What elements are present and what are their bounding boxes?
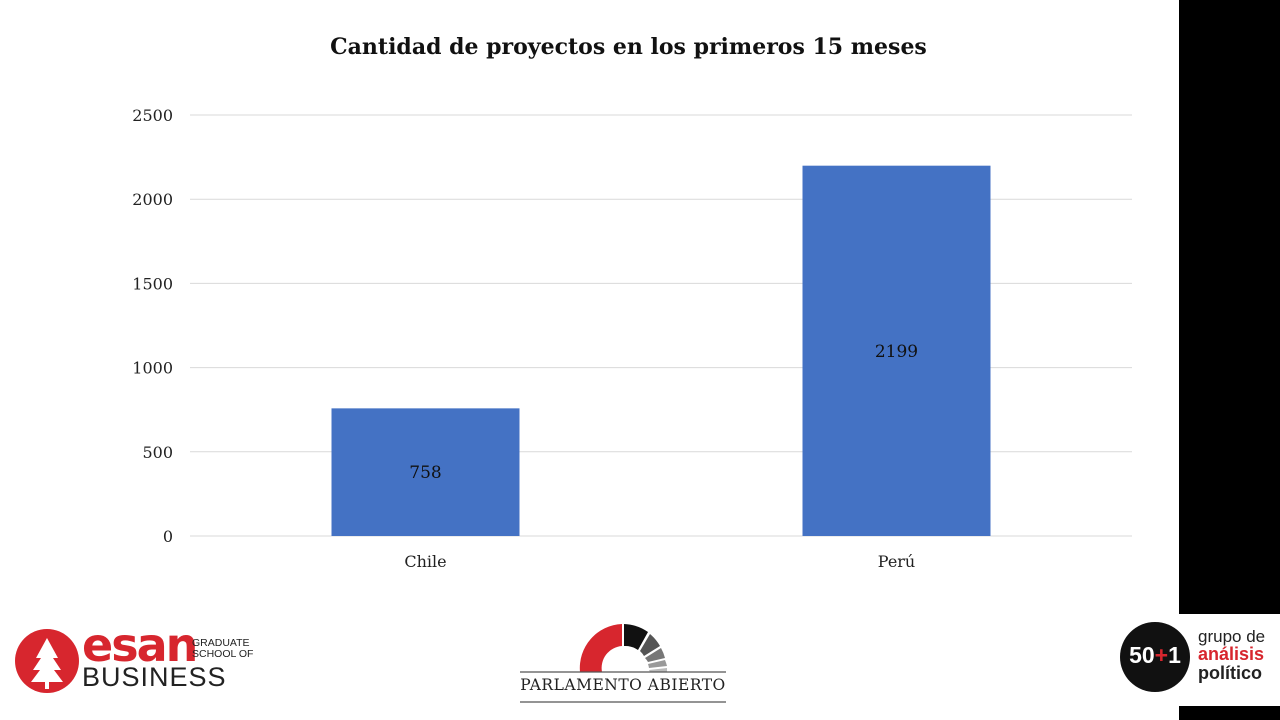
esan-graduate-text: GRADUATE SCHOOL OF: [192, 637, 254, 660]
grupo-line-1: grupo de: [1198, 627, 1266, 646]
right-black-bar-bottom: [1179, 706, 1280, 720]
x-axis-ticks: Chile Perú: [404, 552, 915, 571]
grupo-line-2: análisis: [1198, 644, 1265, 664]
esan-wordmark: esan: [82, 618, 198, 672]
y-tick-label: 2000: [132, 190, 173, 209]
parlamento-abierto-logo: PARLAMENTO ABIERTO: [518, 618, 733, 706]
data-labels: 758 2199: [409, 342, 918, 483]
esan-business-text: BUSINESS: [82, 662, 227, 692]
badge-text: 50+1: [1129, 642, 1181, 668]
y-tick-label: 0: [163, 527, 173, 546]
bar-perú: [802, 165, 991, 536]
y-tick-label: 500: [142, 443, 173, 462]
bar-chart: 0 500 1000 1500 2000 2500 758 2199 Chile Perú: [132, 106, 1132, 571]
data-label: 758: [409, 463, 441, 483]
parlamento-arc-icon: [520, 624, 726, 703]
y-axis-ticks: 0 500 1000 1500 2000 2500: [132, 106, 173, 546]
bar-chile: [331, 408, 520, 536]
badge-circle: [1120, 622, 1190, 692]
grupo-50-mas-1-logo: 50+1 grupo de análisis político: [1120, 622, 1280, 694]
grid-lines: [190, 114, 1132, 537]
right-black-bar: [1179, 0, 1280, 614]
x-tick-label: Perú: [878, 552, 915, 571]
chart-title: Cantidad de proyectos en los primeros 15…: [330, 34, 927, 60]
y-tick-label: 1500: [132, 274, 173, 293]
x-tick-label: Chile: [404, 552, 446, 571]
data-label: 2199: [875, 342, 918, 362]
y-tick-label: 1000: [132, 359, 173, 378]
parlamento-abierto-text: PARLAMENTO ABIERTO: [520, 676, 726, 694]
bars: [331, 165, 991, 536]
y-tick-label: 2500: [132, 106, 173, 125]
esan-tree-icon: [15, 629, 79, 693]
esan-logo: esan GRADUATE SCHOOL OF BUSINESS: [14, 622, 254, 696]
grupo-line-3: político: [1198, 663, 1262, 683]
